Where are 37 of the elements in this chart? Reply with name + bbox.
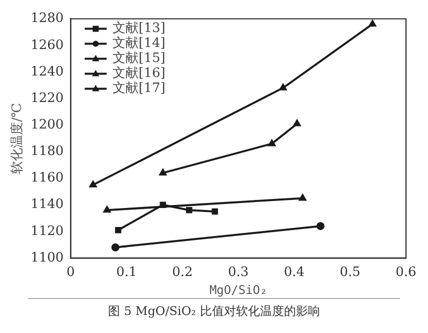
y-tick-label: 1160 <box>30 170 64 186</box>
point <box>160 202 166 208</box>
y-tick-label: 1140 <box>30 197 64 212</box>
point <box>279 84 287 90</box>
y-tick-label: 1100 <box>30 250 64 266</box>
y-tick-label: 1120 <box>30 224 64 239</box>
x-tick-label: 0.3 <box>228 265 249 280</box>
point <box>115 226 122 234</box>
point <box>111 243 120 252</box>
point <box>186 207 192 214</box>
legend-label: 文献[14] <box>112 36 166 52</box>
point <box>268 140 276 146</box>
legend-label: 文献[15] <box>112 51 166 66</box>
x-tick-label: 0.1 <box>116 265 137 280</box>
point <box>159 168 166 176</box>
y-tick-label: 1220 <box>30 90 64 106</box>
point <box>368 20 376 27</box>
x-tick-label: 0 <box>66 265 75 280</box>
point <box>212 208 218 215</box>
x-tick-label: 0.6 <box>396 265 416 280</box>
legend-label: 文献[17] <box>112 81 166 96</box>
legend-label: 文献[13] <box>112 21 166 36</box>
x-tick-label: 0.2 <box>172 265 193 280</box>
x-tick-label: 0.4 <box>284 265 305 280</box>
y-axis-title: 软化温度/℃ <box>9 102 26 174</box>
y-tick-label: 1260 <box>30 38 64 53</box>
caption: 图 5 MgO/SiO₂ 比值对软化温度的影响 <box>28 298 400 320</box>
point <box>293 120 301 126</box>
y-tick-label: 1200 <box>30 117 64 132</box>
x-tick-label: 0.5 <box>340 265 360 280</box>
point <box>89 180 97 188</box>
point <box>316 222 324 230</box>
x-axis-title: MgO/SiO₂ <box>209 282 268 297</box>
y-tick-label: 1180 <box>30 144 64 160</box>
y-tick-label: 1280 <box>30 11 64 26</box>
legend-label: 文献[16] <box>112 66 166 82</box>
y-tick-label: 1240 <box>30 64 64 80</box>
